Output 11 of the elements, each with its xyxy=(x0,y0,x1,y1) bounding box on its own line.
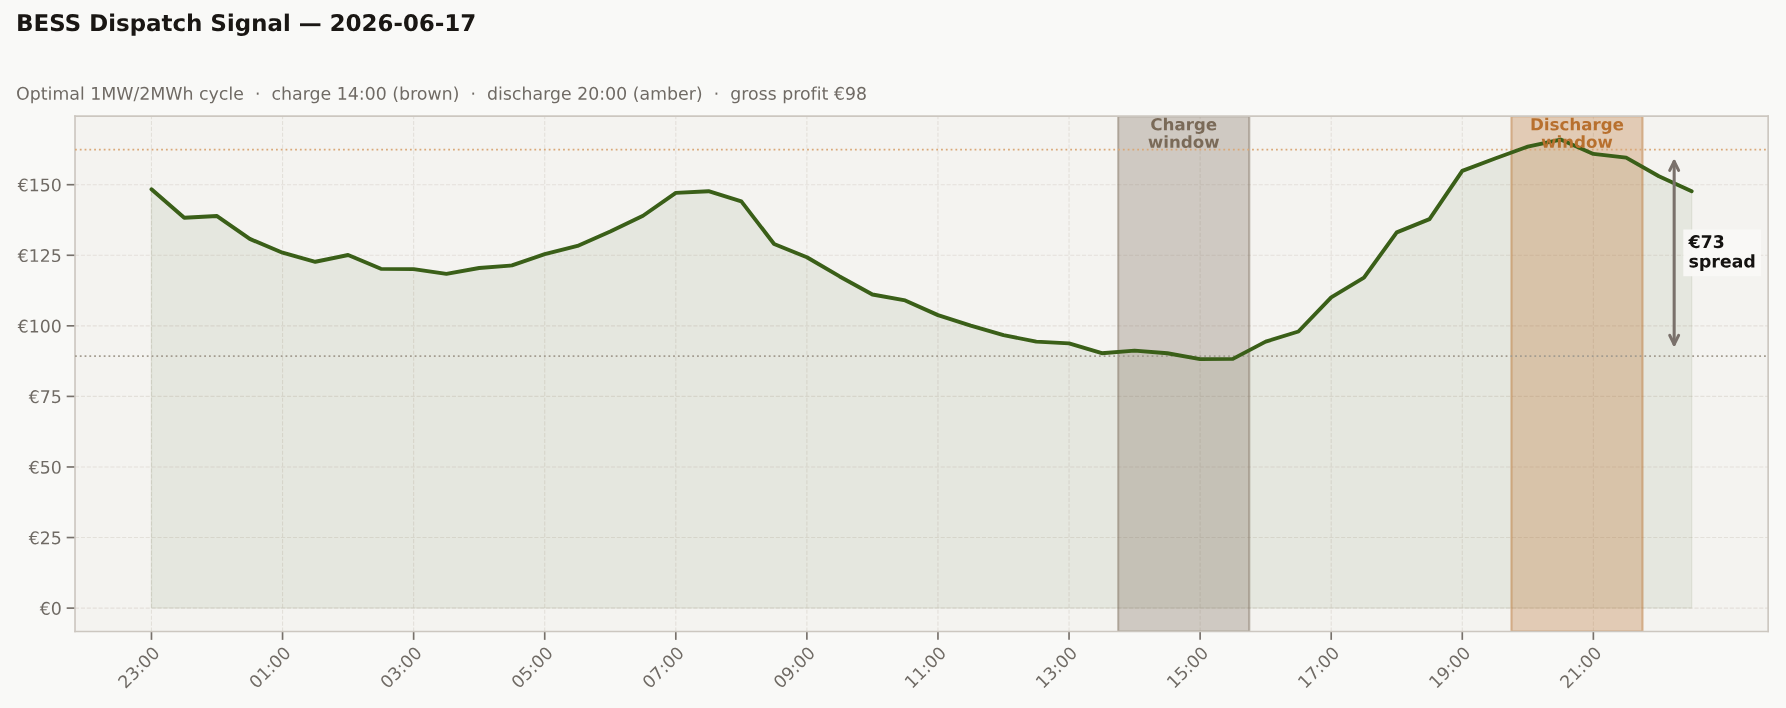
y-tick-label: €0 xyxy=(39,601,61,615)
chart-subtitle: Optimal 1MW/2MWh cycle · charge 14:00 (brown) · discharge 20:00 (amber) · gross profit €98 xyxy=(17,86,866,104)
band-label: Charge window xyxy=(1148,117,1220,149)
y-tick-label: €150 xyxy=(17,178,61,192)
y-tick-label: €100 xyxy=(17,319,61,333)
y-tick-label: €50 xyxy=(28,460,61,474)
y-tick-label: €25 xyxy=(28,531,61,545)
annotation: €73 spread xyxy=(1688,235,1755,271)
y-tick-label: €125 xyxy=(17,248,61,263)
chart-title: BESS Dispatch Signal — 2026-06-17 xyxy=(18,13,475,36)
y-tick-label: €75 xyxy=(28,390,61,404)
